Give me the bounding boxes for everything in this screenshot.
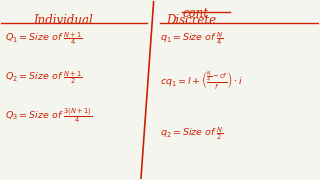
Text: Discrete: Discrete <box>166 14 216 27</box>
Text: $cq_1 = l + \left(\frac{\frac{N}{4} - cf}{f}\right)\cdot i$: $cq_1 = l + \left(\frac{\frac{N}{4} - cf… <box>160 69 243 91</box>
Text: $q_2 = Size\ of\ \frac{N}{2}$: $q_2 = Size\ of\ \frac{N}{2}$ <box>160 125 224 142</box>
Text: cont: cont <box>182 7 208 20</box>
Text: $q_1 = Size\ of\ \frac{N}{4}$: $q_1 = Size\ of\ \frac{N}{4}$ <box>160 30 224 47</box>
Text: $Q_1 = Size\ of\ \frac{N+1}{4}$: $Q_1 = Size\ of\ \frac{N+1}{4}$ <box>4 30 82 47</box>
Text: $Q_3 = Size\ of\ \frac{3(N+1)}{4}$: $Q_3 = Size\ of\ \frac{3(N+1)}{4}$ <box>4 108 92 125</box>
Text: $Q_2 = Size\ of\ \frac{N+1}{2}$: $Q_2 = Size\ of\ \frac{N+1}{2}$ <box>4 69 82 86</box>
Text: Individual: Individual <box>33 14 93 27</box>
